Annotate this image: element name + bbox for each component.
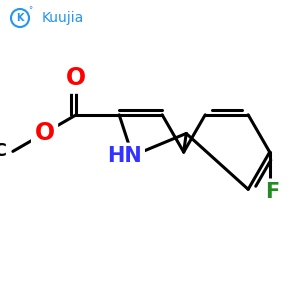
Text: H₃C: H₃C <box>0 142 7 160</box>
Text: O: O <box>34 121 55 145</box>
Text: F: F <box>266 182 280 202</box>
Text: Kuujia: Kuujia <box>42 11 84 25</box>
Text: O: O <box>66 66 86 90</box>
Text: HN: HN <box>107 146 142 166</box>
Text: °: ° <box>28 7 32 16</box>
Text: K: K <box>16 13 24 23</box>
